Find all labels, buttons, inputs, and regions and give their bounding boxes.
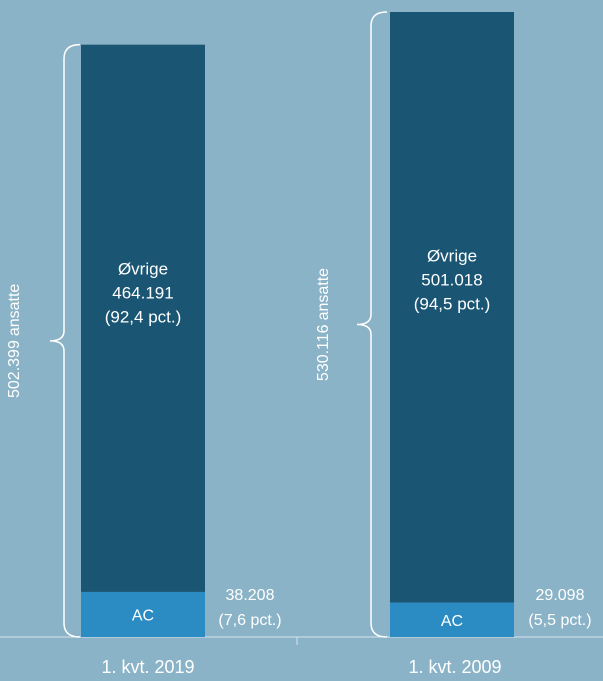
label-ac-pct-1: (5,5 pct.) — [528, 612, 591, 629]
total-unit-1: ansatte — [315, 268, 332, 321]
total-unit-0: ansatte — [6, 284, 23, 337]
category-label-1: 1. kvt. 2009 — [408, 657, 501, 677]
total-label-1: 530.116 ansatte — [315, 268, 332, 381]
total-label-0: 502.399 ansatte — [6, 284, 23, 398]
bar-ovrige-1 — [390, 12, 514, 603]
label-ovrige-value-0: 464.191 — [112, 283, 173, 302]
bar-ac-1 — [390, 602, 514, 637]
label-ac-name-1: AC — [441, 613, 463, 630]
total-brace-0 — [49, 43, 81, 638]
bar-ac-0 — [81, 591, 205, 637]
total-value-0: 502.399 — [6, 340, 23, 398]
label-ac-pct-0: (7,6 pct.) — [218, 612, 281, 629]
label-ovrige-name-1: Øvrige — [427, 247, 477, 266]
label-ac-name-0: AC — [132, 607, 154, 624]
total-brace-1 — [356, 11, 388, 638]
label-ovrige-value-1: 501.018 — [421, 271, 482, 290]
total-value-1: 530.116 — [315, 324, 332, 381]
bar-ovrige-0 — [81, 44, 205, 592]
label-ovrige-pct-0: (92,4 pct.) — [105, 307, 182, 326]
label-ac-value-0: 38.208 — [226, 587, 275, 604]
label-ac-value-1: 29.098 — [536, 587, 585, 604]
category-label-0: 1. kvt. 2019 — [101, 657, 194, 677]
label-ovrige-name-0: Øvrige — [118, 259, 168, 278]
label-ovrige-pct-1: (94,5 pct.) — [414, 295, 491, 314]
